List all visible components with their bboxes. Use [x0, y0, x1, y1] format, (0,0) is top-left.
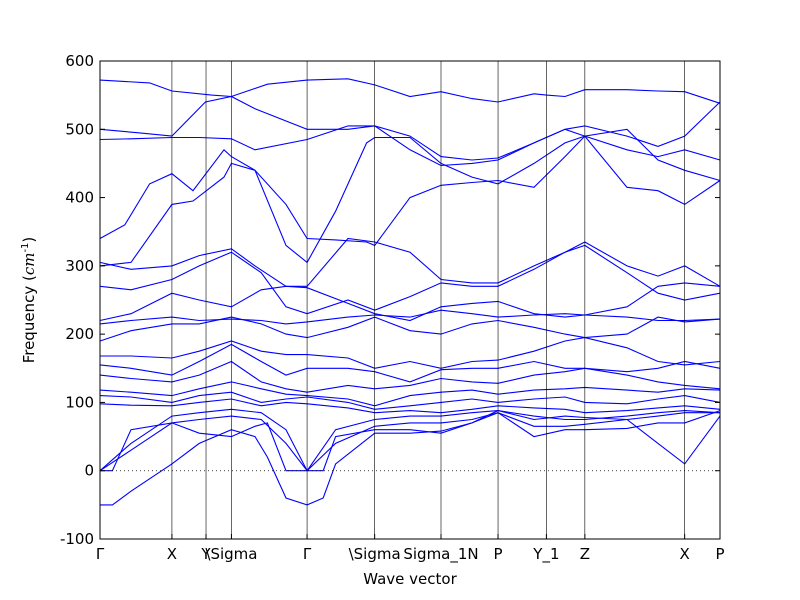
band-line-16 — [99, 398, 721, 414]
band-line-19 — [100, 410, 721, 506]
x-tick-label: X — [167, 545, 177, 563]
x-tick-label: Y — [200, 545, 211, 563]
y-tick-label: 600 — [65, 52, 94, 70]
y-tick-label: 300 — [65, 257, 94, 275]
band-line-20 — [100, 410, 721, 472]
y-tick-label: 100 — [65, 393, 94, 411]
band-line-9 — [99, 309, 721, 325]
high-symmetry-vlines — [99, 61, 721, 539]
y-tick-label: 0 — [84, 462, 94, 480]
x-tick-label: X — [680, 545, 690, 563]
x-tick-label: Z — [580, 545, 590, 563]
x-tick-label: Sigma_1N — [403, 545, 478, 564]
band-line-14 — [99, 381, 721, 407]
x-tick-label: Γ — [303, 545, 312, 563]
plot-frame — [99, 60, 721, 540]
band-line-18 — [99, 412, 720, 472]
band-line-7 — [99, 244, 721, 315]
y-tick-label: 500 — [65, 120, 94, 138]
band-line-17 — [99, 408, 721, 472]
y-tick-label: 400 — [65, 189, 94, 207]
x-tick-label: P — [494, 545, 503, 563]
y-axis-title: Frequency (cm-1) — [20, 237, 38, 364]
band-line-11 — [100, 337, 721, 369]
band-line-2 — [99, 95, 721, 167]
y-tick-label: -100 — [60, 530, 94, 548]
band-line-10 — [99, 316, 721, 342]
band-line-4 — [99, 128, 721, 247]
band-line-13 — [99, 360, 721, 393]
x-tick-label: \Sigma — [349, 545, 401, 563]
x-tick-label: Y_1 — [532, 545, 559, 564]
band-line-15 — [99, 391, 721, 410]
x-tick-label: \Sigma — [205, 545, 257, 563]
y-tick-label: 200 — [65, 325, 94, 343]
band-line-6 — [99, 237, 721, 287]
band-line-8 — [99, 282, 721, 322]
x-tick-label: P — [715, 545, 724, 563]
band-line-3 — [99, 125, 721, 161]
x-axis-title: Wave vector — [363, 570, 457, 588]
x-tick-label: Γ — [96, 545, 105, 563]
y-axis-ticks: -100 0 100 200 300 400 500 600 — [60, 52, 720, 548]
x-axis-ticks: Γ X Y\Sigma Γ \Sigma Sigma_1N P Y_1 Z X P — [96, 534, 725, 564]
band-line-12 — [99, 343, 721, 383]
phonon-bands — [99, 78, 721, 506]
